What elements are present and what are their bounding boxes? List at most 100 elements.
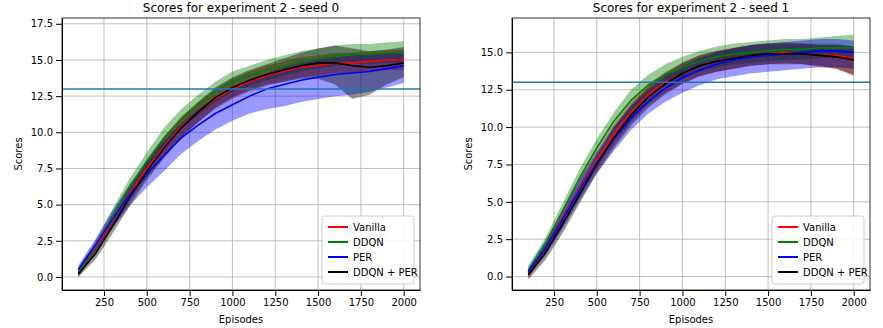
legend-label: DDQN <box>353 237 384 248</box>
x-tick-mark <box>190 290 191 296</box>
x-axis: 25050075010001250150017502000 <box>513 290 871 308</box>
x-tick-label: 250 <box>545 297 564 308</box>
x-tick-mark <box>147 290 148 296</box>
y-tick: 7.5 <box>487 159 512 170</box>
grid-line-x <box>103 18 104 290</box>
chart-panel: 250500750100012501500175020000.02.55.07.… <box>13 1 421 325</box>
chart-title: Scores for experiment 2 - seed 1 <box>593 1 789 15</box>
x-tick: 1750 <box>799 290 824 308</box>
x-tick-mark <box>682 290 683 296</box>
x-tick: 2000 <box>392 290 417 308</box>
x-tick-mark <box>640 290 641 296</box>
y-tick-label: 5.0 <box>37 199 53 210</box>
grid-line-y <box>62 23 420 24</box>
grid-line-x <box>553 18 554 290</box>
y-tick-label: 7.5 <box>37 163 53 174</box>
x-tick: 750 <box>181 290 200 308</box>
y-tick-label: 17.5 <box>31 18 53 29</box>
x-tick-mark <box>725 290 726 296</box>
legend-label: Vanilla <box>353 222 386 233</box>
y-tick-label: 0.0 <box>487 271 503 282</box>
y-tick-mark <box>506 90 512 91</box>
y-tick: 5.0 <box>487 197 512 208</box>
y-tick-label: 2.5 <box>37 236 53 247</box>
y-tick: 10.0 <box>31 127 62 138</box>
x-tick-label: 500 <box>138 297 157 308</box>
y-axis-title: Scores <box>13 137 24 170</box>
target-line <box>62 88 420 90</box>
legend-label: Vanilla <box>803 222 836 233</box>
series-line <box>78 66 403 270</box>
x-tick-mark <box>554 290 555 296</box>
y-axis: 0.0 2.5 5.0 7.5 10.0 12.5 15.0 17.5 <box>31 18 63 290</box>
y-tick: 12.5 <box>31 91 62 102</box>
grid-line-x <box>639 18 640 290</box>
series-band <box>78 45 403 276</box>
series-line <box>78 53 403 273</box>
x-tick-mark <box>811 290 812 296</box>
series-line <box>528 51 853 272</box>
y-tick: 5.0 <box>37 199 62 210</box>
y-tick-mark <box>56 96 62 97</box>
x-tick: 1250 <box>713 290 738 308</box>
x-tick-label: 500 <box>588 297 607 308</box>
x-tick-mark <box>275 290 276 296</box>
chart-title: Scores for experiment 2 - seed 0 <box>143 1 339 15</box>
series-line <box>528 48 853 271</box>
x-tick-label: 2000 <box>392 297 417 308</box>
x-tick-label: 1250 <box>263 297 288 308</box>
y-tick-label: 15.0 <box>31 55 53 66</box>
grid <box>512 18 870 290</box>
grid-line-y <box>62 132 420 133</box>
x-tick-label: 1250 <box>713 297 738 308</box>
y-tick-label: 5.0 <box>487 197 503 208</box>
series-band <box>528 39 853 277</box>
legend: VanillaDDQNPERDDQN + PER <box>322 216 418 284</box>
plot-background <box>512 18 870 290</box>
x-tick-mark <box>318 290 319 296</box>
y-tick-mark <box>56 24 62 25</box>
y-axis-title: Scores <box>463 137 474 170</box>
legend-swatch <box>328 226 348 228</box>
y-tick: 15.0 <box>481 47 512 58</box>
x-tick: 500 <box>138 290 157 308</box>
legend: VanillaDDQNPERDDQN + PER <box>772 216 868 284</box>
grid-line-x <box>232 18 233 290</box>
y-tick-label: 0.0 <box>37 272 53 283</box>
y-tick-mark <box>56 241 62 242</box>
y-tick-mark <box>56 205 62 206</box>
x-tick: 1000 <box>220 290 245 308</box>
x-tick: 500 <box>588 290 607 308</box>
x-tick: 1500 <box>756 290 781 308</box>
y-tick-mark <box>56 60 62 61</box>
chart-canvas: 250 500 750 1000 1250 1500 1750 2000 0.0 2.5 5.0 7.… <box>0 0 883 328</box>
x-tick-label: 750 <box>181 297 200 308</box>
x-tick-label: 1750 <box>799 297 824 308</box>
y-tick-label: 10.0 <box>481 122 503 133</box>
y-tick-mark <box>506 202 512 203</box>
y-tick-mark <box>506 239 512 240</box>
legend-label: DDQN + PER <box>353 267 418 278</box>
x-tick-label: 1500 <box>756 297 781 308</box>
y-tick: 0.0 <box>37 272 62 283</box>
grid-line-y <box>62 168 420 169</box>
series-line <box>528 54 853 275</box>
legend-swatch <box>778 241 798 243</box>
x-tick: 1250 <box>263 290 288 308</box>
series-line <box>78 60 403 273</box>
series-band <box>528 43 853 279</box>
x-tick: 1750 <box>349 290 374 308</box>
y-tick-label: 10.0 <box>31 127 53 138</box>
x-axis-title: Episodes <box>219 314 263 325</box>
x-tick-mark <box>232 290 233 296</box>
grid-line-y <box>512 89 870 90</box>
x-tick-label: 2000 <box>842 297 867 308</box>
y-tick-mark <box>56 132 62 133</box>
x-tick-label: 1500 <box>306 297 331 308</box>
y-tick: 2.5 <box>37 236 62 247</box>
y-tick-label: 15.0 <box>481 47 503 58</box>
x-tick-mark <box>597 290 598 296</box>
target-line <box>512 82 870 84</box>
y-tick-mark <box>506 277 512 278</box>
y-tick: 12.5 <box>481 84 512 95</box>
